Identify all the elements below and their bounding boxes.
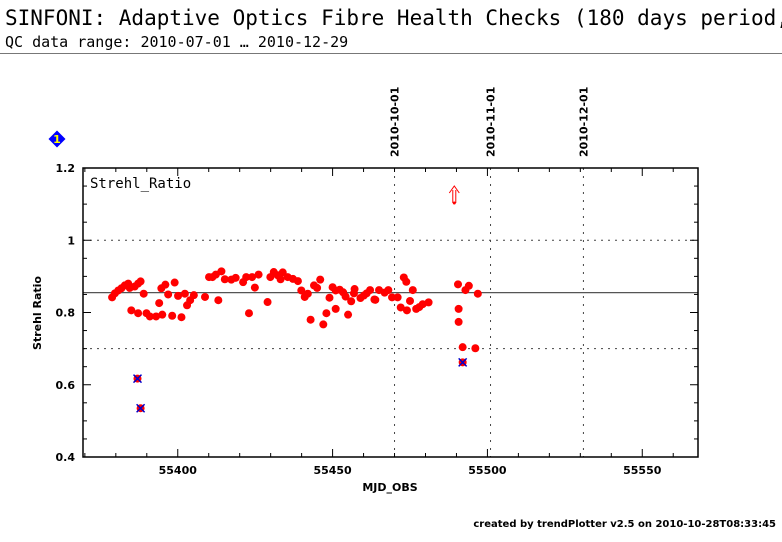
data-point bbox=[341, 292, 350, 301]
x-tick-label: 55500 bbox=[468, 464, 507, 477]
offscale-arrow-icon bbox=[448, 185, 460, 203]
badge-label: 1 bbox=[53, 133, 61, 146]
data-point bbox=[170, 278, 179, 287]
x-tick-label: 55450 bbox=[313, 464, 352, 477]
data-point bbox=[244, 309, 253, 318]
y-tick-label: 0.4 bbox=[56, 451, 76, 464]
y-tick-label: 1 bbox=[67, 234, 75, 247]
data-point bbox=[349, 289, 358, 298]
data-point bbox=[347, 297, 356, 306]
data-point bbox=[168, 311, 177, 320]
data-point bbox=[152, 312, 161, 321]
data-point bbox=[393, 293, 402, 302]
data-point bbox=[471, 344, 480, 353]
plot-number-badge[interactable]: 1 bbox=[48, 130, 66, 148]
data-point bbox=[231, 273, 240, 282]
data-point bbox=[214, 296, 223, 305]
data-point bbox=[454, 304, 463, 313]
data-point bbox=[402, 306, 411, 315]
outlier-point bbox=[136, 403, 146, 413]
data-point bbox=[458, 343, 467, 352]
data-point bbox=[276, 275, 285, 284]
data-point bbox=[366, 286, 375, 295]
data-point bbox=[406, 296, 415, 305]
data-point bbox=[408, 286, 417, 295]
y-tick-label: 0.8 bbox=[56, 307, 76, 320]
data-point bbox=[303, 289, 312, 298]
data-point bbox=[134, 309, 143, 318]
data-point bbox=[139, 289, 148, 298]
data-point bbox=[145, 312, 154, 321]
data-point bbox=[293, 277, 302, 286]
data-point bbox=[161, 280, 170, 289]
data-point bbox=[464, 281, 473, 290]
data-point bbox=[371, 295, 380, 304]
data-point bbox=[322, 309, 331, 318]
date-marker-label: 2010-10-01 bbox=[389, 87, 402, 157]
outlier-point bbox=[132, 374, 143, 384]
x-tick-label: 55400 bbox=[159, 464, 198, 477]
data-point bbox=[297, 286, 306, 295]
date-marker-label: 2010-11-01 bbox=[485, 87, 498, 157]
data-point bbox=[344, 310, 353, 319]
data-point bbox=[424, 298, 433, 307]
data-range-subtitle: QC data range: 2010-07-01 … 2010-12-29 bbox=[5, 33, 349, 51]
data-point bbox=[164, 290, 173, 299]
data-point bbox=[263, 298, 272, 307]
x-tick-label: 55550 bbox=[623, 464, 662, 477]
page-title: SINFONI: Adaptive Optics Fibre Health Ch… bbox=[5, 6, 782, 30]
data-point bbox=[454, 280, 463, 289]
data-point bbox=[396, 303, 405, 312]
data-point bbox=[127, 306, 136, 315]
data-point bbox=[217, 267, 226, 276]
panel-label: Strehl_Ratio bbox=[90, 176, 191, 192]
outlier-cross-icon bbox=[458, 357, 468, 367]
data-point bbox=[319, 320, 328, 329]
data-point bbox=[306, 315, 315, 324]
data-point bbox=[180, 289, 189, 298]
footer-credit: created by trendPlotter v2.5 on 2010-10-… bbox=[473, 519, 776, 530]
data-point bbox=[316, 275, 325, 284]
y-tick-label: 0.6 bbox=[56, 379, 76, 392]
outlier-cross-icon bbox=[132, 374, 143, 384]
data-point bbox=[220, 275, 229, 284]
data-point bbox=[331, 304, 340, 313]
data-point bbox=[177, 313, 186, 322]
header-divider bbox=[0, 53, 782, 54]
x-axis-label: MJD_OBS bbox=[362, 481, 417, 494]
data-point bbox=[325, 293, 334, 302]
data-point bbox=[248, 273, 257, 282]
data-point bbox=[454, 317, 463, 326]
data-point bbox=[402, 277, 411, 286]
data-point bbox=[242, 273, 251, 282]
offscale-point bbox=[452, 201, 456, 205]
data-point bbox=[250, 283, 259, 292]
data-point bbox=[473, 289, 482, 298]
data-point bbox=[174, 291, 183, 300]
y-axis-label: Strehl Ratio bbox=[31, 276, 44, 350]
outlier-cross-icon bbox=[136, 403, 146, 413]
plot-frame bbox=[82, 167, 699, 458]
data-point bbox=[254, 270, 263, 279]
data-point bbox=[313, 283, 322, 292]
data-point bbox=[155, 299, 164, 308]
data-point bbox=[201, 292, 210, 301]
data-point bbox=[158, 310, 167, 319]
data-point bbox=[384, 286, 393, 295]
y-tick-label: 1.2 bbox=[56, 162, 76, 175]
data-point bbox=[136, 277, 145, 286]
outlier-point bbox=[458, 357, 468, 367]
date-marker-label: 2010-12-01 bbox=[577, 87, 590, 157]
data-point bbox=[189, 291, 198, 300]
data-point bbox=[388, 293, 397, 302]
